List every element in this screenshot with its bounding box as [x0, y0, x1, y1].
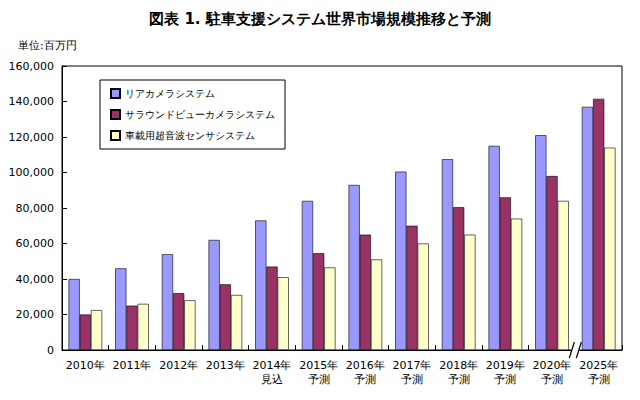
svg-text:車載用超音波センサシステム: 車載用超音波センサシステム	[125, 130, 255, 141]
svg-text:60,000: 60,000	[16, 237, 55, 250]
svg-text:2016年: 2016年	[346, 359, 385, 372]
svg-text:図表 1. 駐車支援システム世界市場規模推移と予測: 図表 1. 駐車支援システム世界市場規模推移と予測	[149, 10, 491, 28]
svg-text:2012年: 2012年	[159, 359, 198, 372]
svg-text:予測: 予測	[354, 373, 376, 386]
svg-text:予測: 予測	[541, 373, 563, 386]
svg-text:2010年: 2010年	[66, 359, 105, 372]
svg-text:120,000: 120,000	[9, 131, 55, 144]
svg-text:予測: 予測	[401, 373, 423, 386]
svg-text:2015年: 2015年	[299, 359, 338, 372]
svg-text:2017年: 2017年	[393, 359, 432, 372]
svg-text:0: 0	[47, 344, 54, 357]
svg-text:2019年: 2019年	[486, 359, 525, 372]
svg-text:予測: 予測	[494, 373, 516, 386]
svg-text:20,000: 20,000	[16, 308, 55, 321]
svg-text:サラウンドビューカメラシステム: サラウンドビューカメラシステム	[125, 109, 275, 120]
svg-text:2018年: 2018年	[439, 359, 478, 372]
svg-text:予測: 予測	[308, 373, 330, 386]
svg-text:100,000: 100,000	[9, 166, 55, 179]
svg-text:2020年: 2020年	[533, 359, 572, 372]
svg-text:2013年: 2013年	[206, 359, 245, 372]
svg-text:予測: 予測	[448, 373, 470, 386]
svg-text:単位:百万円: 単位:百万円	[18, 39, 77, 52]
svg-text:見込: 見込	[261, 373, 283, 386]
svg-text:2025年: 2025年	[579, 359, 618, 372]
svg-text:予測: 予測	[588, 373, 610, 386]
svg-text:40,000: 40,000	[16, 273, 55, 286]
svg-text:160,000: 160,000	[9, 60, 55, 73]
svg-text:140,000: 140,000	[9, 95, 55, 108]
svg-text:80,000: 80,000	[16, 202, 55, 215]
svg-text:リアカメラシステム: リアカメラシステム	[125, 88, 215, 99]
svg-text:2014年: 2014年	[253, 359, 292, 372]
svg-text:2011年: 2011年	[113, 359, 152, 372]
